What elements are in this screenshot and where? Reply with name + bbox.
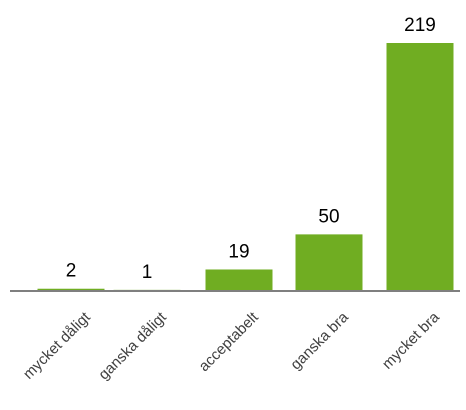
category-label-ganska-bra: ganska bra bbox=[287, 308, 352, 373]
category-label-mycket-bra: mycket bra bbox=[379, 308, 443, 372]
bar-mycket-bra bbox=[386, 43, 454, 291]
data-labels-group: 2 1 19 50 219 bbox=[66, 15, 436, 283]
data-label-ganska-bra: 50 bbox=[318, 206, 339, 227]
bar-mycket-dåligt bbox=[37, 288, 105, 291]
category-label-mycket-dåligt: mycket dåligt bbox=[20, 308, 95, 383]
category-labels-group: mycket dåligt ganska dåligt acceptabelt gan… bbox=[20, 308, 443, 383]
data-label-mycket-dåligt: 2 bbox=[66, 261, 77, 282]
category-label-ganska-dåligt: ganska dåligt bbox=[95, 308, 170, 383]
data-label-ganska-dåligt: 1 bbox=[142, 262, 153, 283]
category-label-acceptabelt: acceptabelt bbox=[196, 308, 263, 375]
data-label-acceptabelt: 19 bbox=[228, 241, 249, 262]
data-label-mycket-bra: 219 bbox=[404, 15, 436, 36]
bar-acceptabelt bbox=[205, 269, 273, 291]
bar-ganska-bra bbox=[295, 234, 363, 291]
bars-group bbox=[37, 43, 454, 291]
